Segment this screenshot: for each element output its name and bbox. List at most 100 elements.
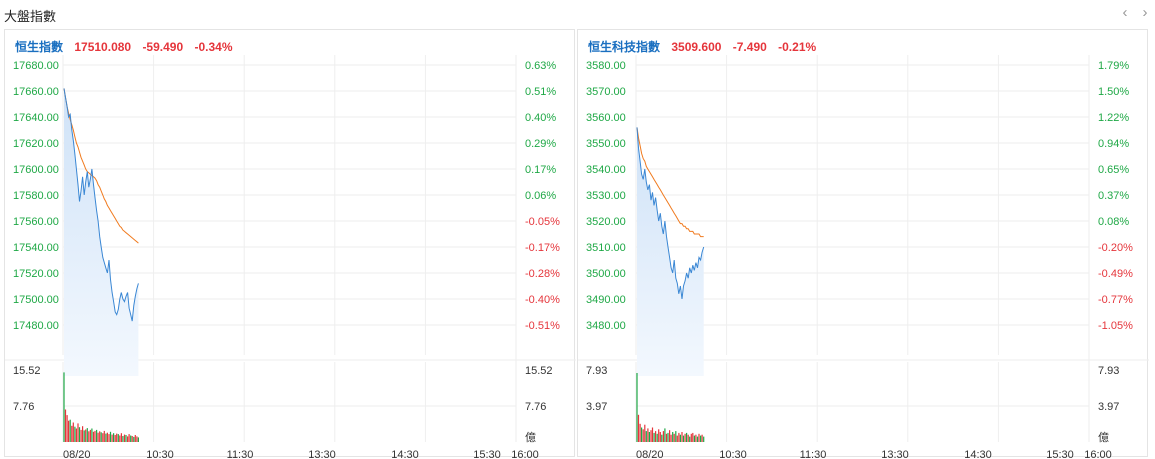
volume-bar — [700, 435, 702, 442]
vol-tick-label: 3.97 — [1098, 401, 1119, 413]
x-tick-label: 13:30 — [308, 449, 336, 458]
y-tick-label: 3480.00 — [586, 320, 626, 332]
volume-bar — [111, 434, 113, 442]
pct-tick-label: 0.29% — [525, 138, 556, 150]
volume-bar — [670, 434, 672, 442]
pct-tick-label: -1.05% — [1098, 320, 1133, 332]
volume-bar — [642, 429, 644, 442]
pct-tick-label: 0.17% — [525, 164, 556, 176]
volume-bar — [127, 436, 129, 442]
pct-tick-label: 1.22% — [1098, 112, 1129, 124]
volume-bar — [134, 435, 136, 442]
volume-bar — [686, 432, 688, 442]
y-tick-label: 3490.00 — [586, 294, 626, 306]
y-tick-label: 3580.00 — [586, 60, 626, 72]
volume-bar — [85, 429, 87, 442]
x-tick-label: 14:30 — [964, 449, 992, 458]
vol-tick-label: 7.76 — [13, 401, 34, 413]
index-change: -59.490 — [142, 40, 184, 54]
volume-bar — [88, 431, 90, 442]
volume-bar — [696, 436, 699, 442]
volume-bar — [673, 433, 675, 442]
pct-tick-label: -0.17% — [525, 242, 560, 254]
x-tick-label: 13:30 — [881, 449, 909, 458]
y-tick-label: 3550.00 — [586, 138, 626, 150]
volume-bar — [103, 430, 105, 442]
volume-bar — [128, 434, 130, 442]
pct-tick-label: 1.79% — [1098, 60, 1129, 72]
volume-bar — [136, 436, 138, 442]
index-name[interactable]: 恒生科技指數 — [588, 40, 661, 54]
x-tick-label: 10:30 — [146, 449, 174, 458]
volume-bar — [114, 435, 116, 442]
volume-bar — [91, 428, 93, 442]
intraday-chart-hsi: 17680.00 17660.00 17640.00 17620.00 17600.00… — [5, 55, 576, 458]
volume-bar — [99, 431, 101, 442]
volume-bar — [130, 435, 132, 442]
y-tick-label: 17480.00 — [13, 320, 59, 332]
index-price: 3509.600 — [671, 40, 722, 54]
volume-bar — [109, 431, 112, 442]
volume-bar — [693, 435, 695, 442]
vol-unit-label: 億 — [525, 431, 536, 444]
y-tick-label: 3560.00 — [586, 112, 626, 124]
volume-bar — [133, 436, 135, 442]
volume-bar — [78, 427, 81, 442]
volume-bar — [664, 428, 666, 442]
pct-tick-label: -0.40% — [525, 294, 560, 306]
price-area — [64, 88, 139, 377]
index-panel-hstech[interactable]: 3580.00 3570.00 3560.00 3550.00 3540.00 3530.… — [577, 29, 1149, 458]
price-area — [637, 127, 704, 377]
volume-bar — [77, 423, 79, 442]
volume-bar — [119, 435, 121, 442]
y-tick-label: 17660.00 — [13, 86, 59, 98]
volume-bar — [662, 431, 664, 442]
volume-bar — [66, 415, 68, 442]
volume-bar — [687, 434, 689, 442]
vol-tick-label: 7.93 — [1098, 365, 1119, 377]
volume-bar — [675, 431, 677, 442]
volume-bar — [672, 432, 674, 442]
volume-bar — [692, 432, 694, 442]
volume-bar — [651, 427, 654, 442]
vol-tick-label: 15.52 — [525, 365, 553, 377]
pct-tick-label: 0.06% — [525, 190, 556, 202]
volume-bar — [678, 432, 680, 442]
volume-bar — [102, 433, 104, 442]
top-bar: 大盤指數 ‹ › — [0, 0, 1155, 28]
volume-bar — [94, 430, 96, 442]
x-tick-label: 16:00 — [1084, 449, 1112, 458]
pct-tick-label: 0.51% — [525, 86, 556, 98]
x-tick-label: 15:30 — [473, 449, 501, 458]
average-line — [63, 88, 139, 244]
x-tick-label: 08/20 — [63, 449, 91, 458]
volume-bar — [131, 436, 133, 442]
x-tick-label: 08/20 — [636, 449, 664, 458]
volume-bar — [641, 427, 643, 442]
volume-bar — [667, 432, 669, 442]
volume-bar — [97, 432, 99, 442]
volume-bar — [122, 436, 124, 442]
volume-bar — [636, 373, 638, 442]
volume-bar — [123, 434, 126, 442]
pct-tick-label: 0.94% — [1098, 138, 1129, 150]
volume-bar — [64, 409, 67, 442]
volume-bar — [639, 423, 641, 442]
volume-bar — [63, 372, 65, 442]
pct-tick-label: -0.28% — [525, 268, 560, 280]
volume-bar — [669, 430, 671, 442]
average-line — [636, 127, 704, 238]
volume-bar — [71, 425, 73, 442]
index-panel-hsi[interactable]: 17680.00 17660.00 17640.00 17620.00 17600.00… — [4, 29, 576, 458]
volume-bar — [89, 429, 91, 442]
y-tick-label: 3570.00 — [586, 86, 626, 98]
chevron-right-icon[interactable]: › — [1142, 4, 1148, 21]
index-change: -7.490 — [732, 40, 767, 54]
y-tick-label: 17640.00 — [13, 112, 59, 124]
index-name[interactable]: 恒生指數 — [15, 40, 64, 54]
y-tick-label: 3510.00 — [586, 242, 626, 254]
volume-bar — [108, 434, 110, 442]
volume-bar — [637, 414, 640, 442]
price-line — [636, 127, 705, 300]
chevron-left-icon[interactable]: ‹ — [1122, 4, 1128, 21]
